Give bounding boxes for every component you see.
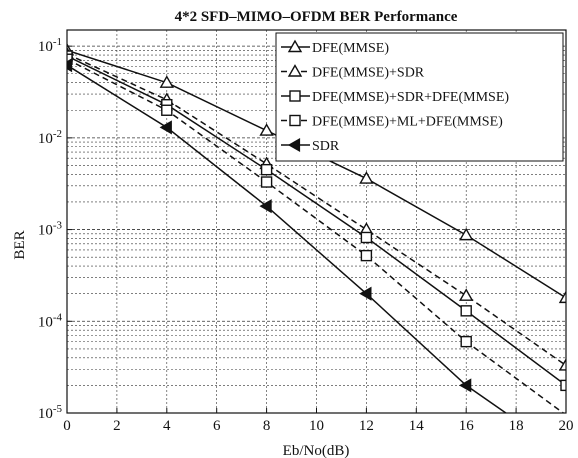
legend-label: DFE(MMSE)+SDR+DFE(MMSE) [312, 90, 509, 105]
x-tick-label: 10 [309, 418, 324, 434]
x-tick-label: 14 [409, 418, 425, 434]
y-tick-label: 10-4 [38, 311, 63, 330]
data-point [558, 358, 566, 371]
x-tick-label: 6 [213, 418, 221, 434]
x-axis-label: Eb/No(dB) [283, 443, 350, 458]
data-point [458, 227, 474, 241]
legend-marker [287, 39, 303, 53]
x-tick-label: 16 [459, 418, 475, 434]
data-point [259, 123, 274, 136]
legend-label: DFE(MMSE) [312, 41, 389, 56]
data-point [260, 176, 273, 188]
chart-title: 4*2 SFD–MIMO–OFDM BER Performance [175, 9, 458, 25]
series-4 [67, 58, 508, 413]
data-point [460, 305, 472, 317]
y-tick-label: 10-2 [38, 128, 62, 147]
y-tick-base: 10 [38, 131, 53, 147]
data-point [360, 231, 373, 244]
y-tick-exponent: -3 [53, 220, 63, 232]
series-line [67, 64, 508, 413]
x-tick-label: 4 [163, 418, 171, 434]
y-tick-base: 10 [38, 406, 53, 422]
y-tick-exponent: -1 [53, 36, 62, 48]
data-point [458, 378, 472, 393]
x-tick-label: 18 [509, 418, 524, 434]
legend-marker [287, 137, 301, 153]
y-tick-label: 10-5 [38, 403, 63, 422]
x-tick-label: 0 [63, 418, 71, 434]
y-tick-base: 10 [38, 223, 53, 239]
series-line [67, 58, 565, 413]
data-point [259, 199, 272, 214]
plot-frame [66, 29, 567, 414]
y-tick-base: 10 [38, 39, 53, 55]
data-point [558, 290, 566, 304]
legend-marker [289, 90, 301, 102]
legend-marker [289, 114, 301, 127]
data-point [360, 249, 373, 262]
x-tick-label: 2 [113, 418, 121, 434]
series-line [67, 53, 566, 367]
data-point [161, 104, 173, 116]
data-point [359, 171, 374, 184]
x-tick-label: 20 [559, 418, 574, 434]
x-tick-label: 12 [359, 418, 374, 434]
data-point [460, 335, 472, 348]
legend: DFE(MMSE) DFE(MMSE)+SDR DFE(MMSE)+SDR+DFE(… [275, 32, 564, 162]
legend-box [275, 32, 564, 162]
data-point [159, 75, 175, 88]
legend-label: SDR [312, 139, 340, 154]
y-tick-label: 10-1 [38, 36, 62, 55]
y-axis-label: BER [12, 230, 28, 259]
y-tick-exponent: -5 [53, 403, 63, 415]
data-point [159, 120, 172, 135]
data-point [67, 58, 73, 73]
series-line [67, 55, 566, 386]
y-tick-exponent: -4 [53, 311, 63, 323]
data-point [560, 379, 566, 392]
y-tick-exponent: -2 [53, 128, 62, 140]
legend-label: DFE(MMSE)+SDR [312, 66, 425, 81]
legend-label: DFE(MMSE)+ML+DFE(MMSE) [312, 115, 503, 130]
data-point [260, 163, 273, 176]
data-point [458, 288, 474, 301]
legend-marker [287, 64, 303, 77]
data-point [359, 286, 372, 301]
y-tick-base: 10 [38, 314, 53, 330]
x-tick-label: 8 [263, 418, 271, 434]
y-tick-label: 10-3 [38, 220, 63, 239]
